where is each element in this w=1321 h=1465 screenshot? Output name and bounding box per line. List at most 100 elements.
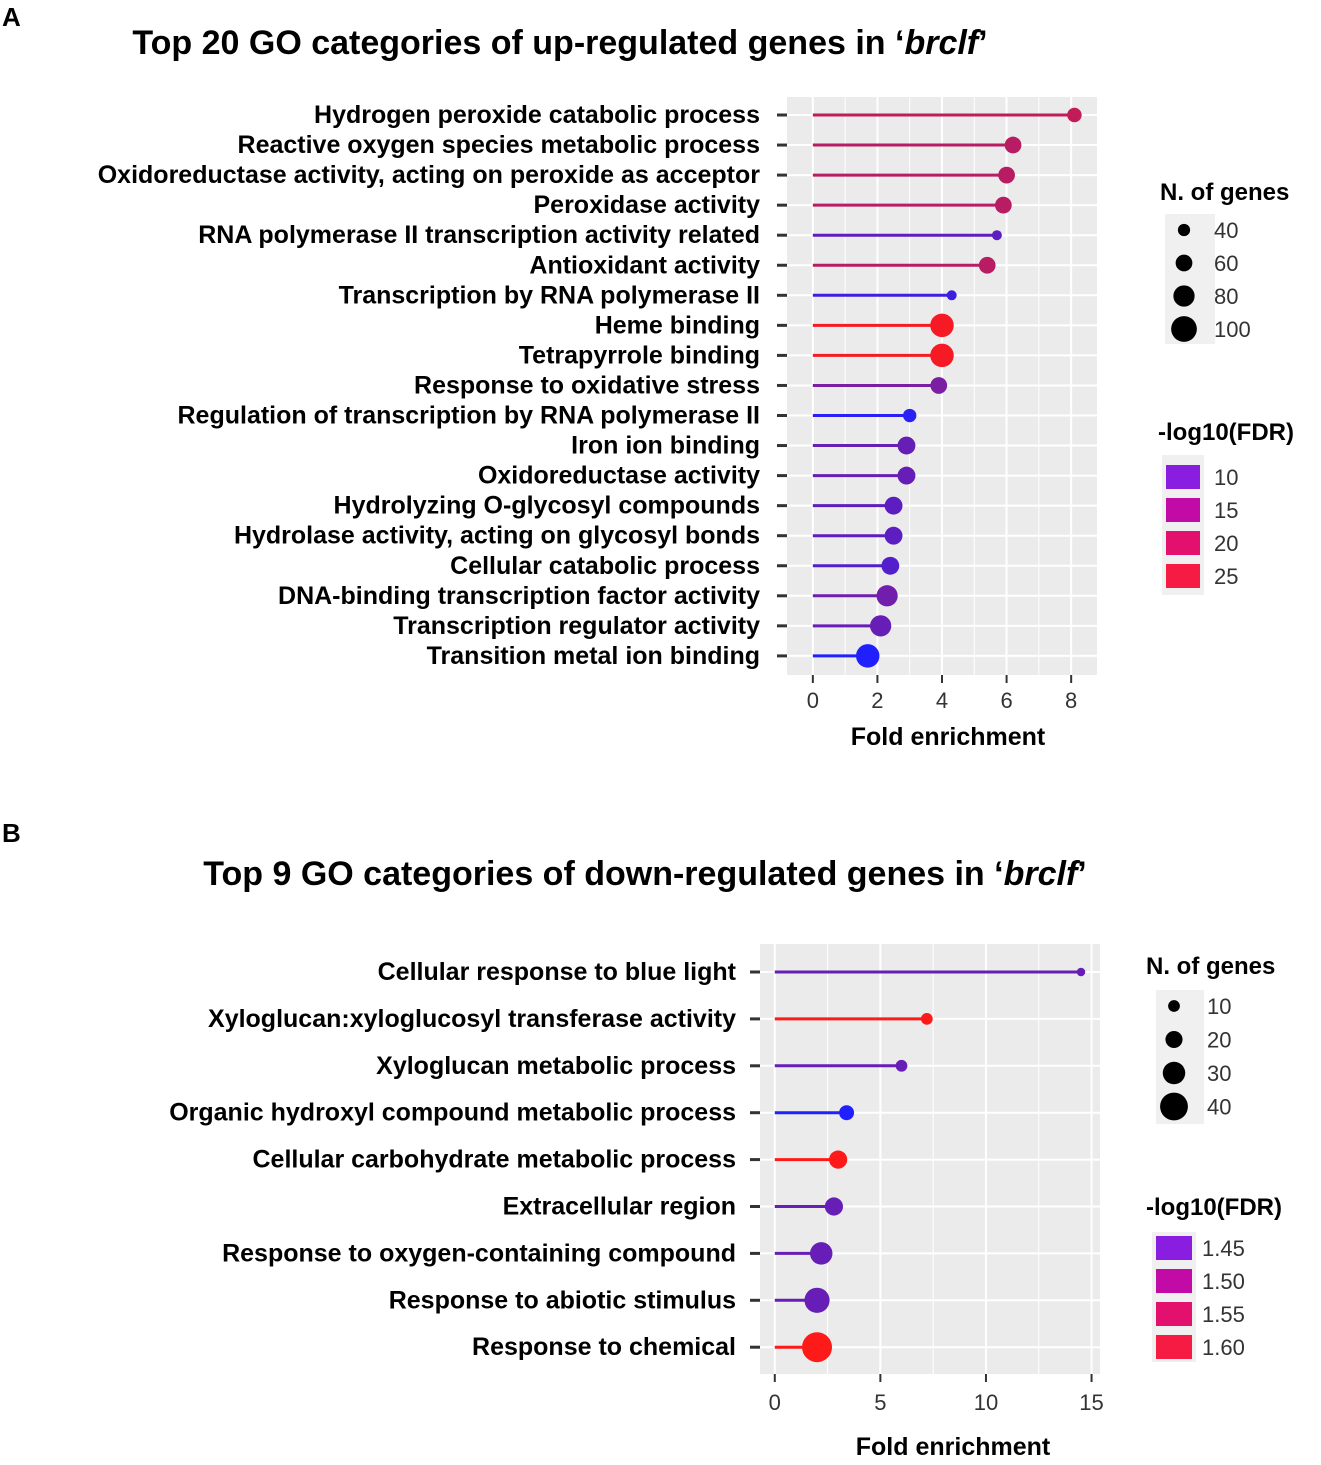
color-legend-label: 25 [1214, 564, 1238, 589]
lollipop-point [884, 496, 903, 515]
color-legend-swatch [1166, 564, 1200, 588]
lollipop-point [1076, 967, 1086, 977]
size-legend-dot [1171, 316, 1197, 342]
size-legend-label: 60 [1214, 251, 1238, 276]
lollipop-point [839, 1105, 855, 1121]
size-legend-dot [1162, 1061, 1186, 1085]
category-label: Xyloglucan:xyloglucosyl transferase acti… [208, 1005, 736, 1033]
size-legend-label: 80 [1214, 284, 1238, 309]
category-label: Transcription regulator activity [393, 612, 760, 640]
color-legend-title: -log10(FDR) [1158, 419, 1294, 446]
lollipop-point [978, 256, 996, 274]
title-text: Top 9 GO categories of down-regulated ge… [203, 855, 1003, 893]
category-label: Oxidoreductase activity, acting on perox… [98, 161, 761, 189]
lollipop-point [1004, 136, 1022, 154]
title-text: Top 20 GO categories of up-regulated gen… [132, 24, 904, 62]
x-tick-label: 15 [1079, 1390, 1103, 1415]
size-legend-dot [1173, 285, 1195, 307]
panel-letter: B [2, 818, 21, 848]
lollipop-point [1067, 107, 1082, 123]
category-label: Transition metal ion binding [427, 642, 760, 670]
category-label: DNA-binding transcription factor activit… [278, 582, 760, 610]
lollipop-point [895, 1059, 908, 1072]
lollipop-point [903, 408, 917, 423]
category-label: Response to abiotic stimulus [389, 1286, 736, 1314]
lollipop-point [824, 1197, 844, 1216]
category-label: Iron ion binding [571, 432, 760, 460]
category-label: Oxidoreductase activity [478, 462, 760, 490]
size-legend-label: 30 [1207, 1061, 1231, 1086]
x-tick-label: 8 [1065, 688, 1077, 713]
title-italic: brclf [1004, 855, 1081, 893]
x-tick-label: 0 [807, 688, 819, 713]
category-label: Hydrolase activity, acting on glycosyl b… [234, 522, 760, 550]
size-legend-dot [1165, 1030, 1183, 1049]
category-label: Transcription by RNA polymerase II [339, 281, 760, 309]
color-legend-swatch [1166, 498, 1200, 522]
lollipop-point [804, 1287, 830, 1313]
category-label: Organic hydroxyl compound metabolic proc… [169, 1099, 736, 1127]
lollipop-point [930, 343, 954, 368]
lollipop-point [897, 436, 916, 455]
color-legend-label: 10 [1214, 465, 1238, 490]
chart-title: Top 9 GO categories of down-regulated ge… [203, 855, 1087, 893]
lollipop-point [884, 526, 903, 545]
panel-letter: A [2, 2, 21, 32]
panel-b: B Top 9 GO categories of down-regulated g… [2, 818, 1282, 1461]
title-suffix: ’ [978, 24, 987, 62]
size-legend-label: 100 [1214, 317, 1251, 342]
category-label: Cellular carbohydrate metabolic process [252, 1146, 736, 1174]
category-label: Regulation of transcription by RNA polym… [178, 402, 761, 430]
color-legend-swatch [1156, 1335, 1192, 1359]
category-label: Extracellular region [503, 1193, 736, 1221]
color-legend-label: 1.50 [1202, 1269, 1245, 1294]
size-legend-dot [1175, 254, 1193, 272]
size-legend-dot [1168, 1000, 1180, 1012]
category-label: Reactive oxygen species metabolic proces… [238, 131, 760, 159]
color-legend-swatch [1156, 1236, 1192, 1260]
size-legend-label: 40 [1207, 1095, 1231, 1120]
color-legend-swatch [1156, 1269, 1192, 1293]
x-tick-label: 10 [974, 1390, 998, 1415]
color-legend-label: 20 [1214, 531, 1238, 556]
category-label: Response to oxidative stress [414, 371, 760, 399]
lollipop-point [930, 377, 948, 394]
panel-a: A Top 20 GO categories of up-regulated ge… [2, 2, 1294, 751]
lollipop-point [809, 1242, 833, 1265]
size-legend-label: 20 [1207, 1028, 1231, 1053]
size-legend-dot [1160, 1092, 1188, 1121]
color-legend-label: 15 [1214, 498, 1238, 523]
lollipop-point [855, 644, 880, 668]
lollipop-point [876, 585, 898, 607]
category-label: Peroxidase activity [533, 191, 760, 219]
size-legend-title: N. of genes [1160, 179, 1289, 206]
x-tick-label: 6 [1000, 688, 1012, 713]
size-legend-label: 40 [1214, 218, 1238, 243]
category-label: Hydrolyzing O-glycosyl compounds [334, 492, 760, 520]
lollipop-point [881, 556, 900, 575]
size-legend-dot [1177, 223, 1191, 237]
lollipop-point [920, 1013, 933, 1025]
color-legend-label: 1.45 [1202, 1236, 1245, 1261]
category-label: Tetrapyrrole binding [519, 341, 760, 369]
chart-title: Top 20 GO categories of up-regulated gen… [132, 24, 987, 62]
x-tick-label: 5 [874, 1390, 886, 1415]
lollipop-point [802, 1332, 833, 1363]
lollipop-point [998, 166, 1015, 184]
color-legend-swatch [1156, 1302, 1192, 1326]
category-label: Response to chemical [472, 1333, 736, 1361]
lollipop-point [897, 466, 916, 485]
lollipop-point [994, 196, 1012, 214]
category-label: Cellular response to blue light [378, 958, 737, 986]
color-legend-swatch [1166, 465, 1200, 489]
lollipop-point [991, 230, 1002, 241]
category-label: Response to oxygen-containing compound [222, 1239, 736, 1267]
category-label: Antioxidant activity [529, 251, 760, 279]
color-legend-swatch [1166, 531, 1200, 555]
size-legend-title: N. of genes [1146, 953, 1275, 980]
x-tick-label: 2 [871, 688, 883, 713]
title-suffix: ’ [1077, 855, 1086, 893]
x-axis-title: Fold enrichment [851, 723, 1046, 751]
